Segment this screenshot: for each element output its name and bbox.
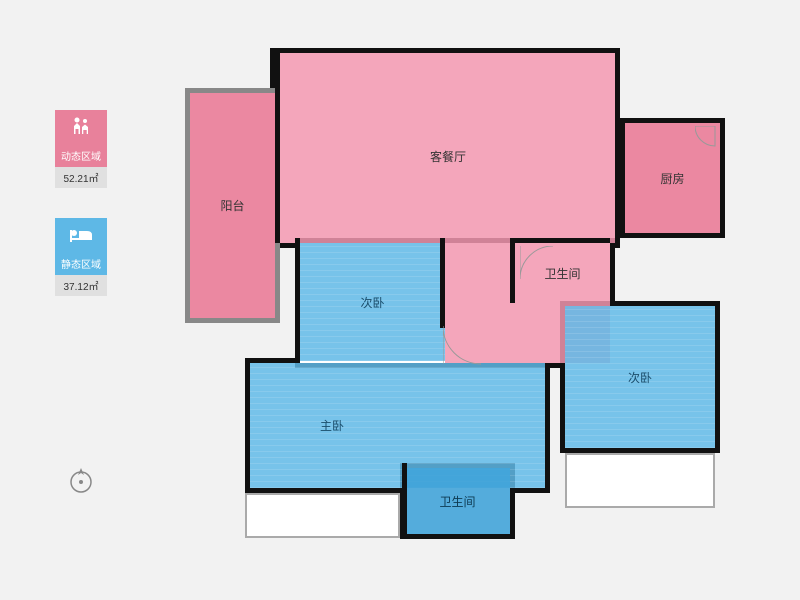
door-arc-1 (443, 326, 483, 366)
label-balcony: 阳台 (220, 197, 244, 214)
ledge-left (245, 493, 400, 538)
label-bed2a: 次卧 (360, 294, 384, 311)
wall-3 (510, 238, 515, 303)
wall-5 (295, 238, 300, 363)
wall-2 (615, 118, 620, 238)
compass-icon (66, 465, 96, 495)
wall-1 (275, 48, 280, 243)
wall-7 (402, 463, 407, 535)
wall-6 (440, 238, 445, 328)
label-bath2: 卫生间 (439, 493, 475, 510)
legend-static-value: 37.12㎡ (55, 275, 107, 296)
floorplan: 客餐厅 阳台 厨房 卫生间 次卧 次卧 主卧 卫生间 (170, 48, 750, 558)
bed-icon (55, 218, 107, 252)
ledge-right (565, 453, 715, 508)
legend-dynamic: 动态区域 52.21㎡ (55, 110, 107, 188)
legend-static: 静态区域 37.12㎡ (55, 218, 107, 296)
kitchen-corner-icon (695, 126, 717, 148)
legend-dynamic-value: 52.21㎡ (55, 167, 107, 188)
door-arc-2 (520, 246, 555, 281)
room-balcony: 阳台 (190, 93, 275, 318)
label-bed2b: 次卧 (628, 369, 652, 386)
room-bed2b: 次卧 (565, 306, 715, 448)
legend-panel: 动态区域 52.21㎡ 静态区域 37.12㎡ (55, 110, 107, 326)
legend-static-label: 静态区域 (55, 252, 107, 275)
legend-dynamic-label: 动态区域 (55, 144, 107, 167)
wall-4 (510, 238, 610, 243)
label-kitchen: 厨房 (660, 170, 684, 187)
room-bed2a: 次卧 (300, 243, 445, 361)
label-master: 主卧 (320, 417, 344, 434)
room-living: 客餐厅 (275, 53, 615, 243)
people-icon (55, 110, 107, 144)
label-living: 客餐厅 (430, 148, 466, 165)
room-bath2: 卫生间 (405, 468, 510, 534)
